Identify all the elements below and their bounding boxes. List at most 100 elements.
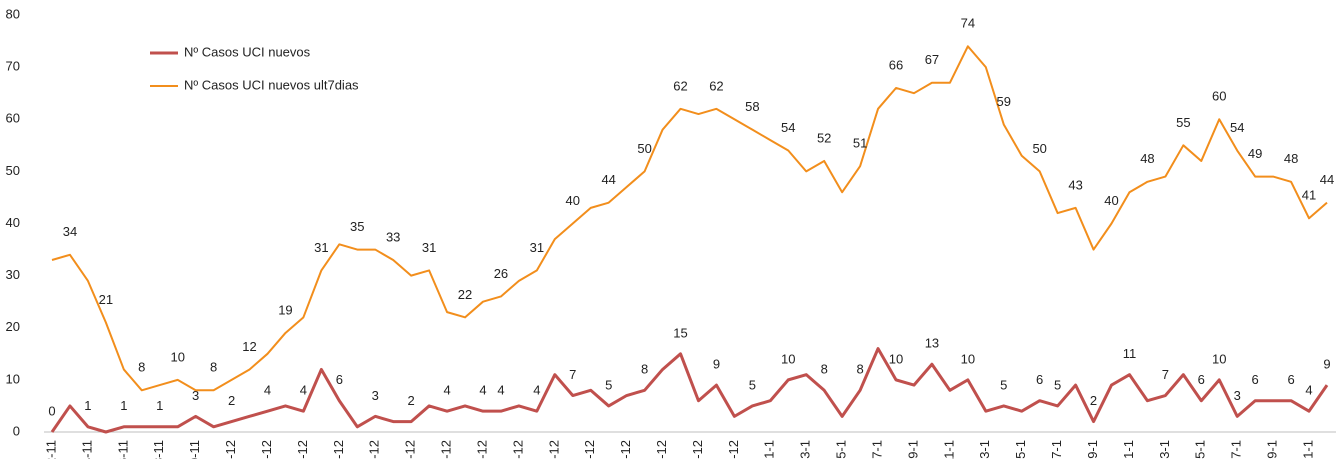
data-label: 41 — [1302, 188, 1316, 203]
data-label: 7 — [1162, 367, 1169, 382]
data-label: 43 — [1068, 177, 1082, 192]
data-label: 11 — [1123, 346, 1137, 361]
data-label: 22 — [458, 287, 472, 302]
data-label: 35 — [350, 219, 364, 234]
data-label: 10 — [1212, 351, 1226, 366]
x-tick-label: 22-11 — [43, 440, 58, 459]
data-label: 51 — [853, 136, 867, 151]
series-line — [51, 45, 1328, 392]
data-label: 74 — [961, 16, 975, 31]
data-label: 66 — [889, 57, 903, 72]
data-label: 4 — [497, 383, 504, 398]
y-tick-label: 60 — [6, 111, 20, 126]
data-label: 26 — [494, 266, 508, 281]
x-tick-label: 8-12 — [331, 440, 346, 459]
data-label: 59 — [997, 94, 1011, 109]
data-label: 44 — [1320, 172, 1334, 187]
data-label: 4 — [533, 383, 540, 398]
x-tick-label: 15-1 — [1013, 440, 1028, 459]
data-label: 40 — [566, 193, 580, 208]
data-label: 7 — [569, 367, 576, 382]
data-label: 6 — [1036, 372, 1043, 387]
data-label: 5 — [1054, 377, 1061, 392]
y-tick-label: 80 — [6, 6, 20, 21]
data-label: 58 — [745, 99, 759, 114]
x-tick-label: 11-1 — [941, 440, 956, 459]
x-tick-label: 9-1 — [905, 440, 920, 459]
data-label: 62 — [709, 78, 723, 93]
data-label: 60 — [1212, 89, 1226, 104]
data-label: 4 — [443, 383, 450, 398]
x-tick-label: 29-1 — [1265, 440, 1280, 459]
data-label: 55 — [1176, 115, 1190, 130]
x-tick-label: 27-1 — [1229, 440, 1244, 459]
data-label: 8 — [138, 360, 145, 375]
data-label: 40 — [1104, 193, 1118, 208]
data-label: 44 — [601, 172, 615, 187]
data-label: 34 — [63, 224, 77, 239]
data-label: 6 — [336, 372, 343, 387]
data-label: 8 — [641, 362, 648, 377]
x-tick-label: 16-12 — [474, 440, 489, 459]
data-label: 3 — [372, 388, 379, 403]
data-label: 3 — [192, 388, 199, 403]
data-label: 48 — [1140, 151, 1154, 166]
data-label: 9 — [1323, 357, 1330, 372]
y-tick-label: 10 — [6, 371, 20, 386]
data-label: 12 — [242, 339, 256, 354]
x-tick-label: 20-12 — [546, 440, 561, 459]
data-label: 9 — [713, 357, 720, 372]
data-label: 10 — [170, 349, 184, 364]
series-line — [50, 347, 1329, 434]
data-label: 2 — [1090, 393, 1097, 408]
data-label: 5 — [605, 377, 612, 392]
x-tick-label: 25-1 — [1193, 440, 1208, 459]
x-tick-label: 22-12 — [582, 440, 597, 459]
x-tick-label: 12-12 — [403, 440, 418, 459]
data-label: 5 — [749, 377, 756, 392]
y-tick-label: 40 — [6, 215, 20, 230]
x-tick-label: 26-12 — [654, 440, 669, 459]
x-tick-label: 3-1 — [798, 440, 813, 459]
data-label: 10 — [889, 351, 903, 366]
x-tick-label: 28-12 — [690, 440, 705, 459]
x-tick-label: 7-1 — [869, 440, 884, 459]
data-label: 1 — [120, 398, 127, 413]
legend-label: Nº Casos UCI nuevos — [184, 44, 311, 59]
y-tick-label: 30 — [6, 267, 20, 282]
data-label: 2 — [408, 393, 415, 408]
data-label: 31 — [314, 240, 328, 255]
x-tick-label: 30-11 — [187, 440, 202, 459]
x-tick-label: 26-11 — [115, 440, 130, 459]
data-label: 13 — [925, 336, 939, 351]
y-tick-label: 0 — [13, 423, 20, 438]
data-label: 8 — [210, 360, 217, 375]
data-label: 48 — [1284, 151, 1298, 166]
data-label: 0 — [48, 403, 55, 418]
x-tick-label: 28-11 — [151, 440, 166, 459]
data-label: 15 — [673, 325, 687, 340]
data-label: 49 — [1248, 146, 1262, 161]
x-tick-label: 6-12 — [295, 440, 310, 459]
data-label: 52 — [817, 130, 831, 145]
data-label: 50 — [1032, 141, 1046, 156]
data-label: 1 — [156, 398, 163, 413]
x-tick-label: 14-12 — [439, 440, 454, 459]
data-label: 6 — [1252, 372, 1259, 387]
data-label: 8 — [821, 362, 828, 377]
data-label: 8 — [856, 362, 863, 377]
data-label: 6 — [1287, 372, 1294, 387]
x-tick-label: 30-12 — [726, 440, 741, 459]
data-label: 19 — [278, 302, 292, 317]
x-tick-label: 31-1 — [1300, 440, 1315, 459]
x-tick-label: 13-1 — [977, 440, 992, 459]
x-tick-label: 18-12 — [510, 440, 525, 459]
data-label: 4 — [264, 383, 271, 398]
x-tick-label: 21-1 — [1121, 440, 1136, 459]
data-label: 67 — [925, 52, 939, 67]
data-label: 4 — [300, 383, 307, 398]
x-tick-label: 2-12 — [223, 440, 238, 459]
data-label: 54 — [781, 120, 795, 135]
y-tick-label: 50 — [6, 163, 20, 178]
